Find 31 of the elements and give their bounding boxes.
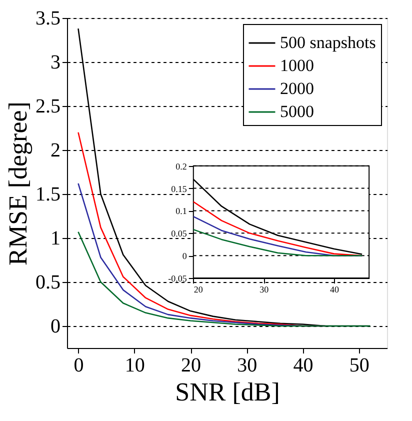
- x-tick-label: 20: [181, 354, 202, 376]
- y-tick-label: 0.1: [176, 206, 187, 216]
- y-tick-label: 0: [50, 316, 60, 338]
- y-tick-label: 0: [182, 251, 188, 262]
- y-tick-label: 0.5: [36, 272, 60, 294]
- x-tick-label: 40: [293, 354, 314, 376]
- line-series: [78, 231, 371, 327]
- line-series: [192, 228, 363, 256]
- y-tick-label: 3: [50, 52, 60, 74]
- x-tick-label: 20: [194, 284, 204, 295]
- y-tick-label: 0.2: [176, 161, 187, 172]
- x-tick-label: 40: [330, 284, 340, 295]
- y-tick-label: 1.5: [36, 184, 60, 206]
- y-tick-label: 3.5: [36, 8, 60, 30]
- legend-label: 1000: [280, 56, 314, 75]
- y-tick-label: 2.5: [36, 96, 60, 118]
- x-tick-label: 50: [349, 354, 370, 376]
- legend-label: 500 snapshots: [280, 33, 376, 52]
- x-tick-label: 10: [124, 354, 145, 376]
- y-axis-title: RMSE [degree]: [4, 102, 32, 266]
- x-tick-label: 0: [74, 354, 84, 376]
- x-tick-label: 30: [260, 284, 270, 295]
- y-tick-label: 1: [50, 228, 60, 250]
- y-tick-label: 0.15: [171, 184, 188, 194]
- legend-label: 2000: [280, 79, 314, 98]
- y-tick-label: 2: [50, 140, 60, 162]
- y-tick-label: -0.05: [168, 274, 188, 284]
- x-tick-label: 30: [237, 354, 258, 376]
- y-tick-label: 0.05: [171, 228, 188, 239]
- x-axis-title: SNR [dB]: [175, 378, 280, 406]
- legend-label: 5000: [280, 102, 314, 121]
